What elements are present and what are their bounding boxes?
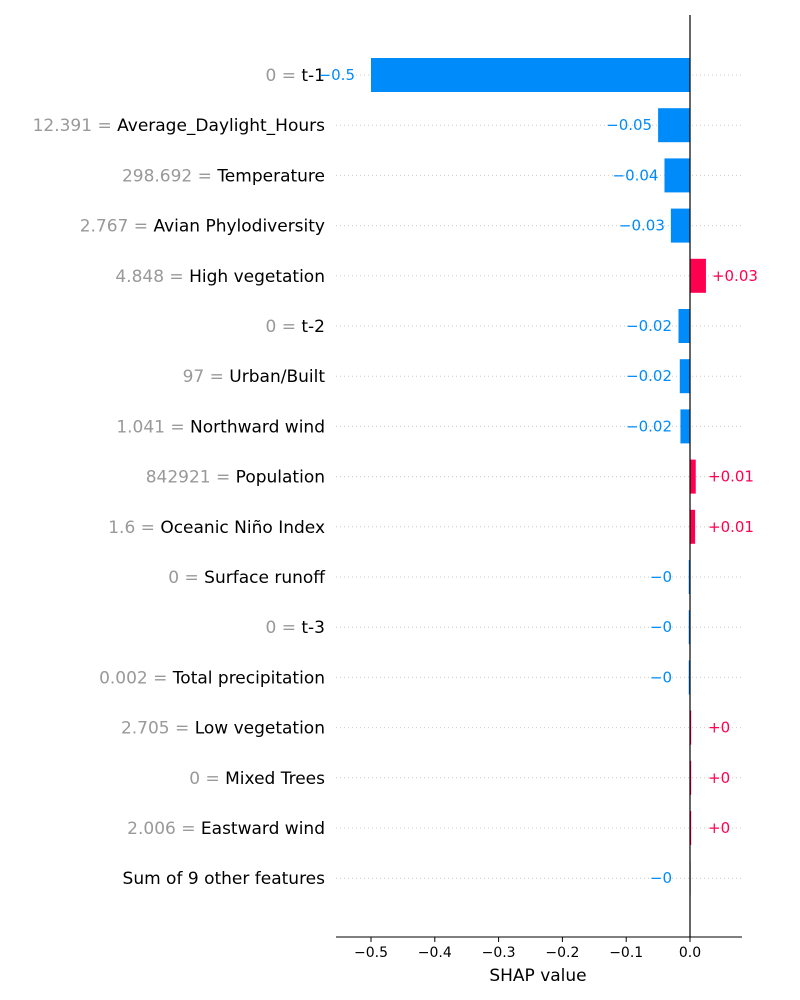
bar <box>664 158 690 193</box>
x-tick-label: −0.2 <box>545 945 579 961</box>
feature-name: Avian Phylodiversity <box>153 217 325 237</box>
x-tick-label: −0.1 <box>609 945 643 961</box>
feature-value: 4.848 = <box>115 267 189 287</box>
feature-label: 0.002 = Total precipitation <box>99 668 325 688</box>
feature-name: Northward wind <box>190 417 325 437</box>
bar-value-labels: −0.5 −0.05 −0.04 −0.03 +0.03 −0.02 −0.02 −0.02 +… <box>319 66 758 887</box>
feature-labels: 0 = t-1 12.391 = Average_Daylight_Hours 29… <box>33 66 327 889</box>
feature-value: 842921 = <box>146 468 236 488</box>
feature-name: Oceanic Niño Index <box>160 518 325 538</box>
feature-label: 2.705 = Low vegetation <box>121 719 325 739</box>
feature-label: 1.6 = Oceanic Niño Index <box>108 518 325 538</box>
feature-name: t-3 <box>301 618 325 638</box>
x-tick-label: −0.4 <box>418 945 452 961</box>
feature-name: Urban/Built <box>229 367 325 387</box>
feature-name: Average_Daylight_Hours <box>117 116 325 136</box>
feature-name: Low vegetation <box>195 719 325 739</box>
bar-value-label: −0.04 <box>613 166 659 184</box>
feature-value: 0.002 = <box>99 668 173 688</box>
x-tick-label: −0.3 <box>482 945 516 961</box>
bar-value-label: −0.5 <box>319 66 355 84</box>
bar-value-label: −0.05 <box>606 116 652 134</box>
bar-value-label: −0.02 <box>626 367 672 385</box>
feature-name: t-1 <box>301 66 325 86</box>
bar-value-label: −0 <box>650 668 672 686</box>
feature-value: 298.692 = <box>122 166 217 186</box>
feature-value: 2.767 = <box>80 217 154 237</box>
feature-label: 2.767 = Avian Phylodiversity <box>80 217 325 237</box>
bar-value-label: +0 <box>708 719 730 737</box>
feature-value: 0 = <box>266 317 302 337</box>
feature-value: 0 = <box>189 769 225 789</box>
feature-label: 1.041 = Northward wind <box>116 417 325 437</box>
feature-label: 2.006 = Eastward wind <box>127 819 325 839</box>
bar <box>690 459 696 494</box>
bar-value-label: +0.01 <box>708 468 754 486</box>
bar <box>371 58 690 92</box>
feature-label: 0 = t-2 <box>266 317 326 337</box>
bar <box>688 560 690 594</box>
feature-value: 1.041 = <box>116 417 190 437</box>
feature-name: Eastward wind <box>201 819 325 839</box>
bar <box>688 660 690 695</box>
bars <box>371 58 706 896</box>
bar <box>688 610 690 645</box>
bar-value-label: −0.02 <box>626 417 672 435</box>
bar-value-label: −0.03 <box>619 217 665 235</box>
grid-lines <box>336 74 742 879</box>
feature-label: 97 = Urban/Built <box>183 367 326 387</box>
bar-value-label: +0.01 <box>708 518 754 536</box>
bar-value-label: −0 <box>650 568 672 586</box>
bar <box>670 208 690 243</box>
feature-name: High vegetation <box>189 267 325 287</box>
bar-value-label: −0 <box>650 869 672 887</box>
feature-value: 2.705 = <box>121 719 195 739</box>
bar-value-label: +0 <box>708 819 730 837</box>
feature-name: Temperature <box>216 166 325 186</box>
feature-value: 0 = <box>168 568 204 588</box>
bar-value-label: +0.03 <box>712 267 758 285</box>
feature-label: 0 = t-1 <box>266 66 326 86</box>
bar <box>680 409 690 444</box>
bar <box>658 108 690 143</box>
feature-label: 298.692 = Temperature <box>122 166 325 186</box>
feature-value: 1.6 = <box>108 518 160 538</box>
bar <box>690 258 706 293</box>
feature-name: Total precipitation <box>172 668 325 688</box>
bar-value-label: −0.02 <box>626 317 672 335</box>
feature-label: 12.391 = Average_Daylight_Hours <box>33 116 326 136</box>
feature-value: 97 = <box>183 367 230 387</box>
feature-name: Population <box>236 468 325 488</box>
x-axis-title: SHAP value <box>489 966 586 986</box>
feature-name: t-2 <box>301 317 325 337</box>
bar <box>679 359 690 394</box>
bar <box>678 309 690 343</box>
bar-value-label: +0 <box>708 769 730 787</box>
feature-label: 842921 = Population <box>146 468 325 488</box>
feature-value: 0 = <box>266 66 302 86</box>
feature-value: 0 = <box>266 618 302 638</box>
feature-value: 2.006 = <box>127 819 201 839</box>
feature-name: Surface runoff <box>204 568 326 588</box>
feature-value: 12.391 = <box>33 116 118 136</box>
bar <box>690 509 696 544</box>
x-tick-label: 0.0 <box>679 945 701 961</box>
feature-label: 0 = t-3 <box>266 618 326 638</box>
feature-label: 0 = Mixed Trees <box>189 769 325 789</box>
bar-value-label: −0 <box>650 618 672 636</box>
feature-label: 0 = Surface runoff <box>168 568 326 588</box>
feature-name: Sum of 9 other features <box>123 869 326 889</box>
x-axis-ticks: −0.5 −0.4 −0.3 −0.2 −0.1 0.0 <box>354 937 701 961</box>
x-tick-label: −0.5 <box>354 945 388 961</box>
feature-label: 4.848 = High vegetation <box>115 267 325 287</box>
feature-label: Sum of 9 other features <box>123 869 326 889</box>
feature-name: Mixed Trees <box>225 769 325 789</box>
